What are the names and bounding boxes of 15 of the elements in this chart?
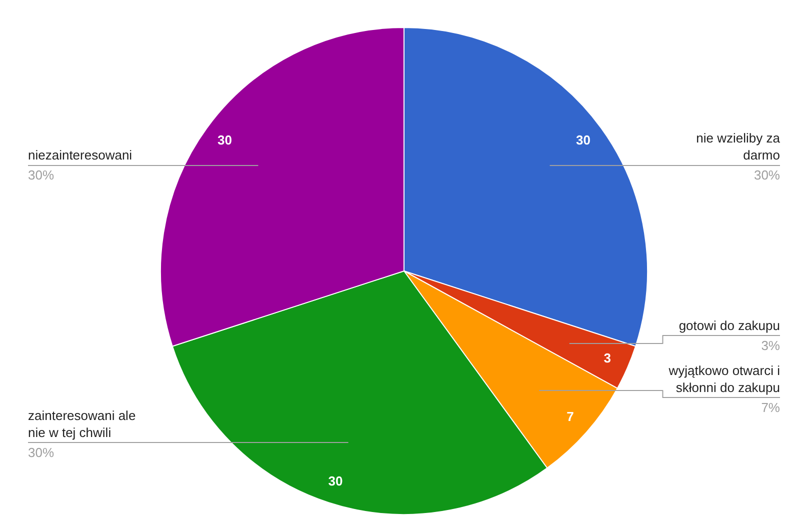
data-label: 30 (218, 132, 232, 148)
text: 3% (761, 338, 780, 353)
slice-label: zainteresowani ale nie w tej chwili (28, 408, 136, 440)
data-label: 30 (328, 473, 343, 488)
text: 7% (761, 400, 780, 415)
data-label: 7 (566, 409, 574, 424)
slice-label: gotowi do zakupu (678, 318, 780, 333)
slice-label: nie wzieliby za darmo (696, 130, 781, 163)
slice-label: niezainteresowani (28, 148, 132, 163)
text: 30% (28, 168, 54, 183)
data-label: 30 (576, 132, 590, 148)
text: 30% (28, 444, 54, 460)
text: 30% (754, 168, 780, 183)
slice-label: wyjątkowo otwarci i skłonni do zakupu (668, 362, 780, 395)
data-label: 3 (604, 350, 611, 366)
